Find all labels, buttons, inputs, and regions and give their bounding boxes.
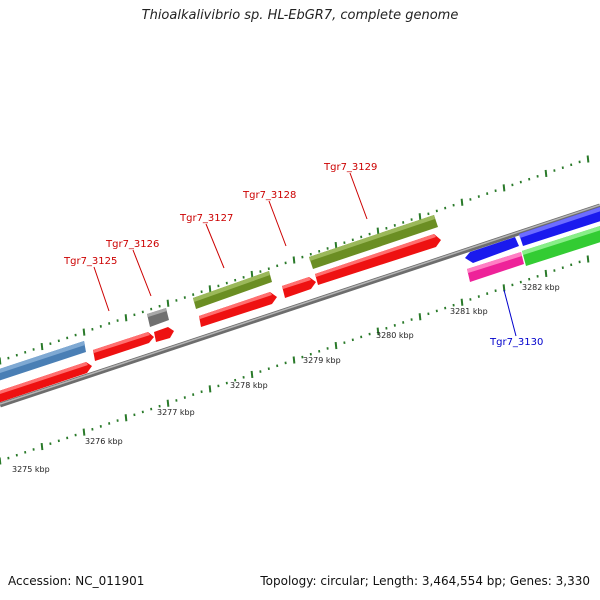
feature-rna-gray-top (147, 308, 167, 317)
lower-tick-major (334, 341, 338, 350)
kbp-label: 3281 kbp (450, 307, 488, 316)
feature-cds-3126[interactable] (154, 327, 174, 342)
accession-text: Accession: NC_011901 (8, 574, 145, 588)
feature-cds-left-top (0, 362, 88, 395)
upper-tick-major (208, 285, 212, 293)
gene-label-3126[interactable]: Tgr7_3126 (105, 239, 159, 250)
upper-tick-major (292, 256, 296, 264)
lower-tick-major (292, 356, 296, 364)
feature-cds-3125-top (93, 332, 150, 353)
gene-labels: Tgr7_3125 Tgr7_3126 Tgr7_3127 Tgr7_3128 … (63, 162, 543, 348)
upper-tick-major (250, 270, 254, 279)
lower-tick-major (166, 399, 170, 407)
feature-magenta-top (467, 252, 522, 273)
kbp-labels: 3275 kbp 3276 kbp 3277 kbp 3278 kbp 3279… (12, 283, 560, 474)
gene-leaders (93, 172, 517, 337)
feature-cds-left[interactable] (0, 362, 92, 405)
lower-tick-major (82, 428, 86, 436)
genome-backbone-highlight (0, 204, 600, 405)
feature-operon-3129-top (309, 215, 435, 261)
gene-label-3130[interactable]: Tgr7_3130 (489, 337, 543, 348)
upper-tick-major (376, 227, 380, 235)
upper-tick-major (166, 299, 170, 307)
upper-tick-major (40, 342, 44, 351)
feature-green-top (522, 226, 600, 255)
kbp-label: 3276 kbp (85, 437, 123, 446)
upper-tick-major (586, 155, 590, 163)
feature-cds-3127[interactable] (199, 292, 277, 327)
feature-cds-3128-top (282, 277, 311, 289)
upper-tick-major (124, 314, 128, 322)
map-title: Thioalkalivibrio sp. HL-EbGR7, complete … (141, 8, 459, 23)
gene-label-3127[interactable]: Tgr7_3127 (179, 213, 233, 224)
kbp-label: 3280 kbp (376, 331, 414, 340)
lower-tick-major (250, 370, 254, 379)
lower-tick-major (376, 327, 380, 335)
kbp-label: 3279 kbp (303, 356, 341, 365)
feature-operon-3127-top (193, 271, 270, 302)
upper-tick-major (82, 328, 86, 336)
topology-text: Topology: circular; Length: 3,464,554 bp… (260, 574, 590, 588)
gene-label-3128[interactable]: Tgr7_3128 (242, 190, 296, 201)
feature-blue-3130[interactable] (465, 237, 519, 263)
upper-tick-major (460, 198, 464, 206)
feature-steel-left-top (0, 341, 85, 374)
genome-backbone (0, 203, 600, 408)
kbp-label: 3278 kbp (230, 381, 268, 390)
upper-tick-track (0, 155, 590, 365)
lower-tick-major (40, 442, 44, 451)
feature-cds-3129[interactable] (315, 234, 441, 285)
lower-tick-major (124, 414, 128, 422)
feature-blue-right-top (519, 207, 600, 238)
feature-cds-3127-top (199, 292, 272, 319)
feature-cds-3125[interactable] (93, 332, 154, 361)
feature-cds-3128[interactable] (282, 277, 316, 298)
upper-tick-major (502, 184, 506, 192)
feature-cds-3129-top (315, 234, 436, 277)
lower-tick-track (0, 255, 590, 465)
gene-label-3125[interactable]: Tgr7_3125 (63, 256, 117, 267)
lower-tick-major (418, 313, 422, 321)
upper-tick-major (544, 169, 548, 178)
lower-tick-major (208, 385, 212, 393)
kbp-label: 3282 kbp (522, 283, 560, 292)
lower-tick-major (460, 298, 464, 306)
lower-tick-major (586, 255, 590, 263)
features-layer (0, 207, 600, 405)
gene-label-3129[interactable]: Tgr7_3129 (323, 162, 377, 173)
kbp-label: 3277 kbp (157, 408, 195, 417)
kbp-label: 3275 kbp (12, 465, 50, 474)
upper-tick-major (418, 213, 422, 221)
lower-tick-major (544, 269, 548, 278)
